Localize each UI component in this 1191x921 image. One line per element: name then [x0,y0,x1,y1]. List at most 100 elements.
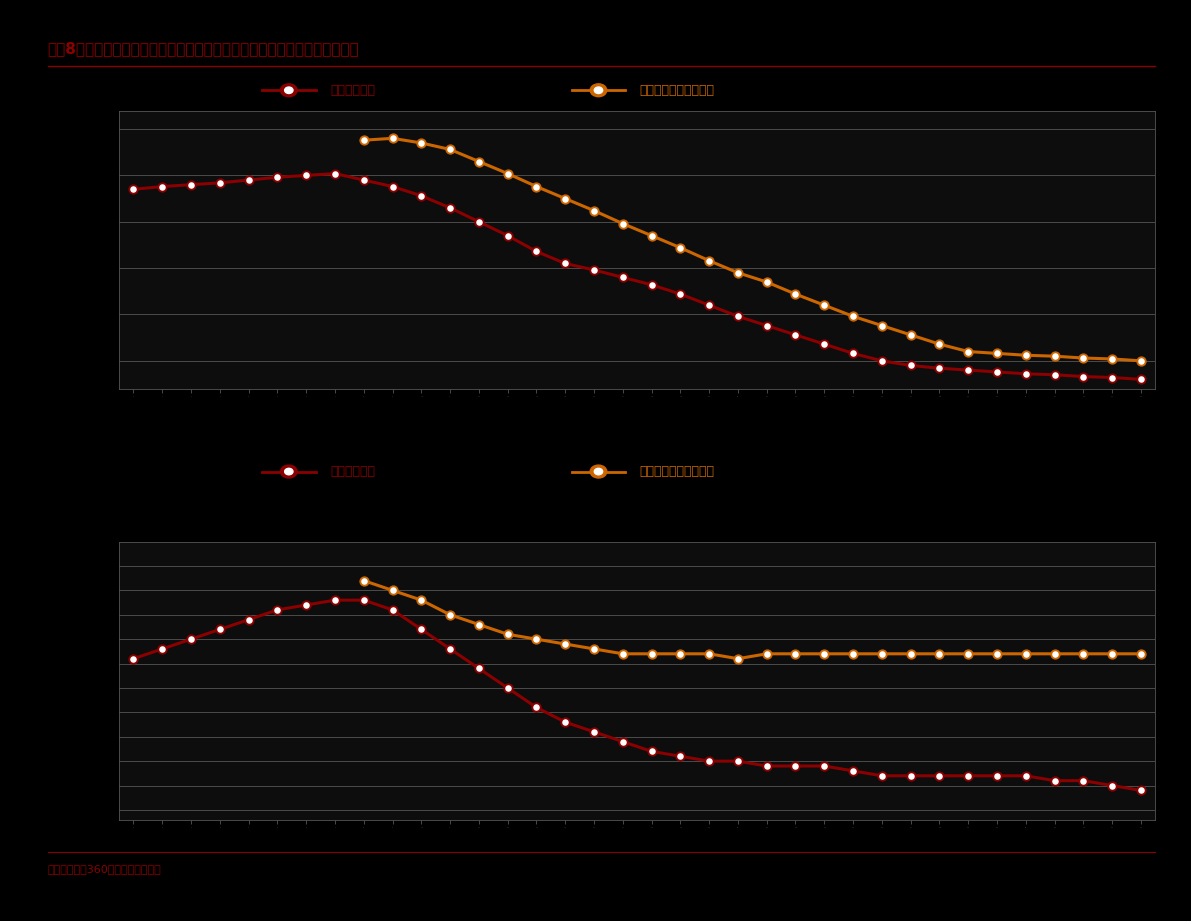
Point [1045,647,1064,661]
Point [526,700,545,715]
Point [902,358,921,373]
Point [354,573,373,588]
Point [987,365,1006,379]
Point [729,265,748,280]
Point [959,363,978,378]
Point [325,166,344,181]
Point [902,768,921,783]
Point [441,608,460,623]
Point [556,192,575,206]
Point [526,244,545,259]
Point [757,647,777,661]
Point [585,262,604,277]
Point [1045,349,1064,364]
Point [1045,349,1064,364]
Point [1016,647,1035,661]
Point [384,602,403,617]
Point [1131,372,1151,387]
Point [384,583,403,598]
Point [843,764,862,778]
Point [498,228,517,243]
Point [815,759,834,774]
Point [181,632,200,647]
Point [585,725,604,740]
Point [757,274,777,289]
Point [412,135,431,150]
Point [354,573,373,588]
Point [1016,768,1035,783]
Point [613,216,632,231]
Point [815,337,834,352]
Point [959,647,978,661]
Point [526,632,545,647]
Point [1016,348,1035,363]
Point [786,328,805,343]
Point [412,189,431,204]
Point [1045,367,1064,382]
Point [872,354,891,368]
Point [642,228,661,243]
Text: 资料来源：融360；中金公司研究部: 资料来源：融360；中金公司研究部 [48,864,162,874]
Point [268,169,287,184]
Point [671,240,690,255]
Point [902,328,921,343]
Point [613,734,632,749]
Point [1074,774,1093,788]
Point [613,734,632,749]
Point [613,270,632,285]
Point [441,201,460,216]
Point [930,768,949,783]
Point [699,253,718,268]
Point [699,297,718,312]
Point [843,346,862,361]
Point [297,598,316,612]
Point [1103,778,1122,793]
Point [124,182,143,197]
Point [354,593,373,608]
Point [268,602,287,617]
Point [412,135,431,150]
Point [384,602,403,617]
Point [843,647,862,661]
Point [987,365,1006,379]
Point [441,642,460,657]
Point [902,358,921,373]
Point [843,309,862,323]
Point [556,636,575,651]
Point [843,309,862,323]
Point [412,622,431,636]
Point [152,642,172,657]
Point [498,681,517,695]
Point [585,204,604,218]
Text: 首套房贷利率: 首套房贷利率 [330,84,375,97]
Point [671,749,690,764]
Point [297,598,316,612]
Point [469,215,488,229]
Point [441,201,460,216]
Point [757,274,777,289]
Point [786,328,805,343]
Point [872,319,891,333]
Point [815,647,834,661]
Point [181,178,200,192]
Point [987,768,1006,783]
Point [729,651,748,666]
Point [526,180,545,194]
Point [902,647,921,661]
Point [384,131,403,146]
Point [613,647,632,661]
Point [239,172,258,187]
Point [930,647,949,661]
Point [902,647,921,661]
Point [469,661,488,676]
Point [930,647,949,661]
Point [613,647,632,661]
Point [930,361,949,376]
Point [699,647,718,661]
Point [1045,647,1064,661]
Point [959,647,978,661]
Point [526,180,545,194]
Point [469,154,488,169]
Point [384,180,403,194]
Point [124,182,143,197]
